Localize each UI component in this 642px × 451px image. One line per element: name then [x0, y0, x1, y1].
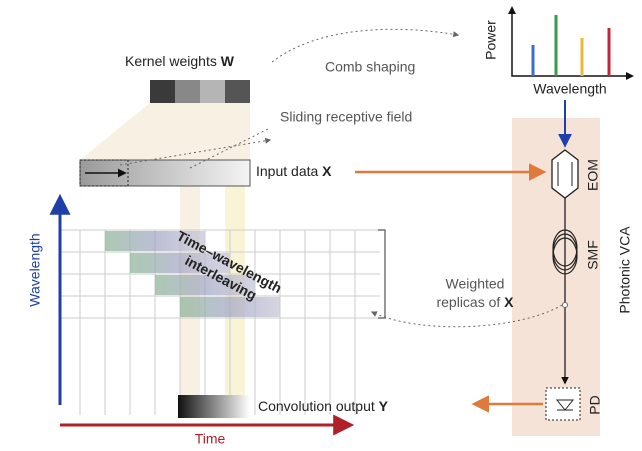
- kernel-cell: [225, 80, 250, 103]
- label-text: Input data: [256, 163, 318, 179]
- axis-label: Wavelength: [27, 233, 43, 306]
- vca-title: Photonic VCA: [617, 226, 633, 314]
- arrowhead: [508, 6, 516, 14]
- spectrum-y-label: Power: [483, 20, 499, 60]
- axis-label: Time: [195, 431, 226, 447]
- arrowhead: [626, 72, 634, 80]
- pd-label: PD: [587, 395, 603, 414]
- spectrum-axes: [512, 8, 632, 76]
- spectrum-x-label: Wavelength: [533, 81, 606, 97]
- comb-label: Comb shaping: [325, 59, 415, 75]
- label-text: Kernel weights: [125, 53, 217, 69]
- label-symbol: Y: [379, 398, 389, 414]
- replicas-label: replicas of X: [436, 294, 514, 310]
- kernel-cell: [175, 80, 200, 103]
- label-text: replicas of: [436, 294, 500, 310]
- dotted-arrow: [272, 29, 458, 62]
- label-text: Convolution output: [258, 398, 375, 414]
- output-strip: [178, 395, 250, 418]
- eom: [552, 150, 578, 198]
- kernel-cell: [200, 80, 225, 103]
- kernel-label: Kernel weights W: [125, 53, 235, 69]
- label-symbol: X: [504, 294, 514, 310]
- diagram: Time–wavelength interleaving Wavelength …: [0, 0, 642, 451]
- replicas-label: Weighted: [446, 276, 505, 292]
- pd: [546, 388, 580, 420]
- eom-label: EOM: [585, 159, 601, 191]
- label-symbol: W: [221, 53, 235, 69]
- input-label: Input data X: [256, 163, 332, 179]
- tap: [563, 303, 568, 308]
- label-symbol: X: [322, 163, 332, 179]
- sliding-label: Sliding receptive field: [280, 109, 412, 125]
- kernel-cell: [150, 80, 175, 103]
- smf-label: SMF: [585, 240, 601, 270]
- output-label: Convolution output Y: [258, 398, 389, 414]
